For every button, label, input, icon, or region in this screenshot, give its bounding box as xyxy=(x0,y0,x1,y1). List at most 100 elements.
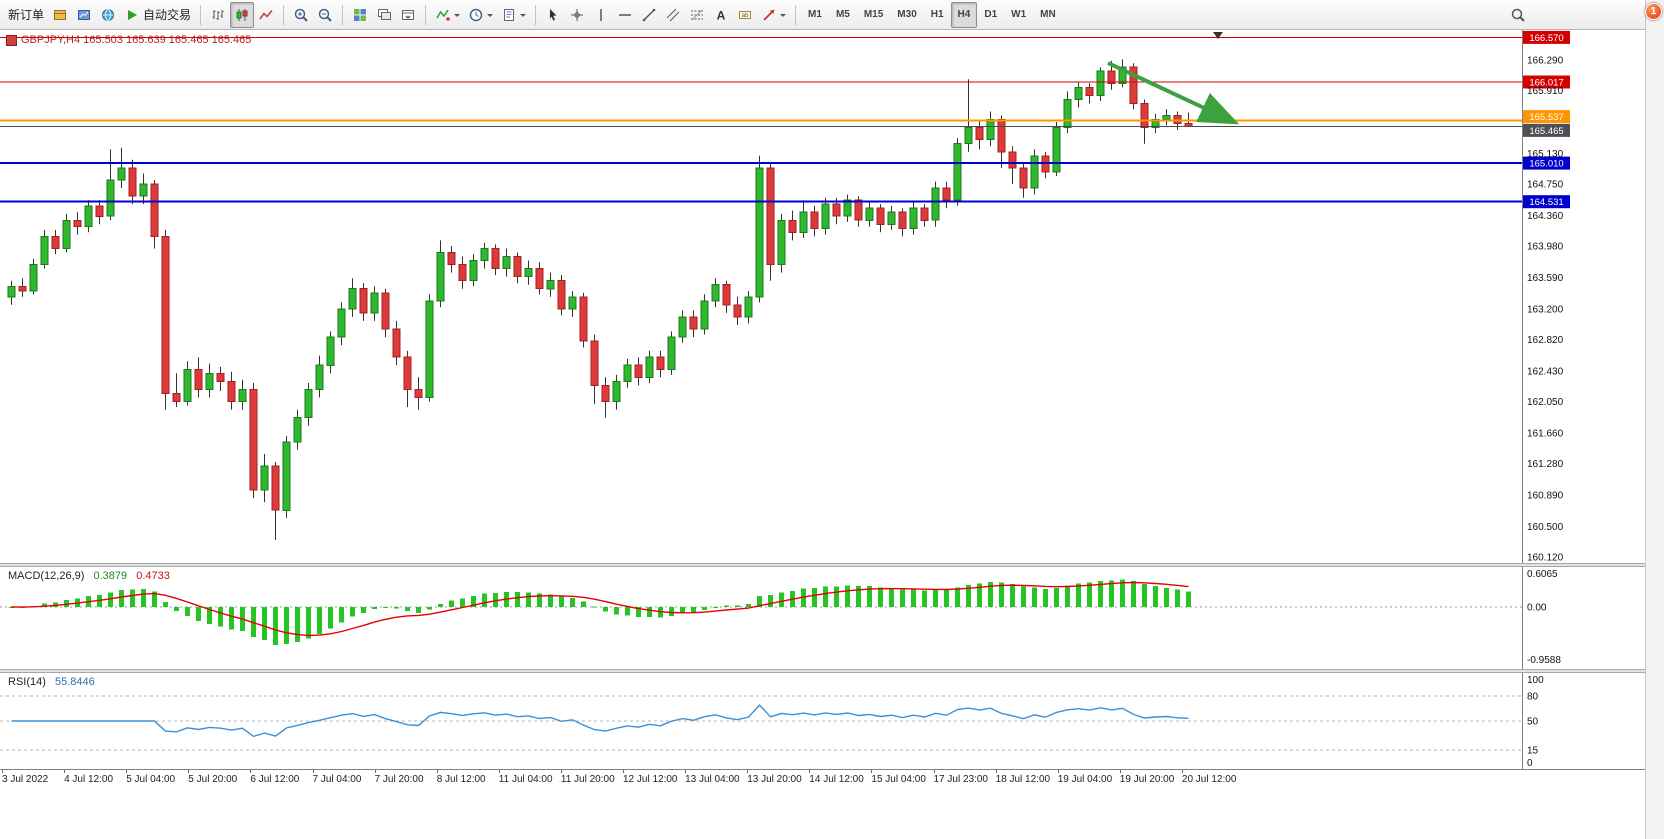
zoom-in-button[interactable] xyxy=(289,2,313,28)
macd-histogram-bar xyxy=(1065,585,1070,607)
channel-button[interactable] xyxy=(661,2,685,28)
tile-windows-button[interactable] xyxy=(348,2,372,28)
tile-windows-icon xyxy=(354,8,367,21)
price-axis-label: 165.130 xyxy=(1527,149,1564,160)
notification-badge[interactable]: 1 xyxy=(1645,3,1662,20)
price-axis-label: 160.120 xyxy=(1527,553,1564,564)
text-label-button[interactable]: ab xyxy=(733,2,757,28)
macd-histogram-bar xyxy=(999,582,1004,607)
shapes-button[interactable] xyxy=(757,2,790,28)
chart-window-button[interactable] xyxy=(48,2,72,28)
candle-body xyxy=(414,388,423,398)
macd-histogram-bar xyxy=(515,592,520,607)
candle-body xyxy=(1162,115,1171,120)
timeframe-m5[interactable]: M5 xyxy=(829,2,857,28)
trendline-button[interactable] xyxy=(637,2,661,28)
macd-panel[interactable]: 0.6065 0.00 -0.9588 xyxy=(0,567,1646,669)
price-axis-label: 163.980 xyxy=(1527,242,1564,253)
timeframe-mn[interactable]: MN xyxy=(1033,2,1063,28)
macd-histogram-bar xyxy=(185,607,190,617)
time-axis-label: 12 Jul 12:00 xyxy=(623,770,678,785)
crosshair-icon xyxy=(571,8,584,21)
candlestick-chart-button[interactable] xyxy=(230,1,255,28)
timeframe-m30[interactable]: M30 xyxy=(890,2,923,28)
macd-histogram-bar xyxy=(526,592,531,607)
price-tag xyxy=(1523,110,1570,124)
price-axis-label: 162.820 xyxy=(1527,335,1564,346)
cursor-button[interactable] xyxy=(541,2,565,28)
candle-body xyxy=(194,368,203,390)
candle-body xyxy=(865,207,874,221)
line-chart-button[interactable] xyxy=(254,2,278,28)
timeframe-m5-label: M5 xyxy=(835,9,850,20)
horizontal-line-button[interactable] xyxy=(613,2,637,28)
vertical-line-icon xyxy=(600,8,602,21)
macd-histogram-bar xyxy=(108,592,113,607)
zoom-out-button[interactable] xyxy=(313,2,337,28)
panel-splitter-macd[interactable] xyxy=(0,563,1646,567)
timeframe-d1[interactable]: D1 xyxy=(977,2,1004,28)
trend-arrow[interactable] xyxy=(1107,61,1240,125)
chart-shift-marker[interactable] xyxy=(1213,32,1223,39)
time-axis[interactable]: 3 Jul 2022 4 Jul 12:00 5 Jul 04:00 5 Jul 20… xyxy=(0,769,1646,792)
macd-histogram-bar xyxy=(273,607,278,645)
candle-body xyxy=(227,380,236,402)
crosshair-button[interactable] xyxy=(565,2,589,28)
vertical-line-button[interactable] xyxy=(589,2,613,28)
indicators-button[interactable] xyxy=(431,2,464,28)
right-strip[interactable] xyxy=(1645,0,1664,839)
search-button[interactable] xyxy=(1506,2,1530,28)
macd-histogram-bar xyxy=(669,607,674,616)
timeframe-h4[interactable]: H4 xyxy=(950,1,978,28)
macd-histogram-bar xyxy=(394,607,399,609)
price-axis-label: 164.360 xyxy=(1527,211,1564,222)
indicators-icon xyxy=(436,9,451,21)
macd-histogram-bar xyxy=(471,595,476,607)
macd-histogram-bar xyxy=(823,586,828,607)
text-button[interactable]: A xyxy=(709,2,733,28)
price-tag xyxy=(1523,75,1570,89)
rsi-panel[interactable]: 100 80 50 150 xyxy=(0,673,1646,769)
macd-histogram-bar xyxy=(1076,583,1081,607)
channel-icon xyxy=(666,8,680,21)
bar-chart-button[interactable] xyxy=(206,2,230,28)
candle-body xyxy=(524,268,533,278)
timeframe-h1[interactable]: H1 xyxy=(924,2,951,28)
panel-splitter-rsi[interactable] xyxy=(0,669,1646,673)
macd-histogram-bar xyxy=(163,602,168,607)
candle-body xyxy=(326,336,335,366)
fibonacci-button[interactable] xyxy=(685,2,709,28)
timeframe-m1[interactable]: M1 xyxy=(801,2,829,28)
new-order-button[interactable]: 新订单 xyxy=(4,2,48,28)
cascade-windows-icon xyxy=(378,8,392,20)
main-price-chart[interactable]: 166.570 166.017 165.537 165.465 165.010 164.5… xyxy=(0,30,1646,563)
periods-button[interactable] xyxy=(464,2,497,28)
time-axis-label: 17 Jul 23:00 xyxy=(933,770,988,785)
time-axis-label: 18 Jul 12:00 xyxy=(995,770,1051,785)
toolbar-separator xyxy=(200,4,202,25)
macd-histogram-bar xyxy=(64,599,69,607)
price-tag-label: 166.017 xyxy=(1529,78,1563,89)
macd-histogram-bar xyxy=(196,607,201,622)
auto-trading-button[interactable]: 自动交易 xyxy=(120,2,195,28)
macd-histogram-bar xyxy=(614,607,619,615)
metaeditor-button[interactable] xyxy=(96,2,120,28)
cascade-windows-button[interactable] xyxy=(372,2,396,28)
macd-histogram-bar xyxy=(42,603,47,607)
candle-body xyxy=(1019,167,1028,189)
candle-body xyxy=(843,199,852,217)
candle-body xyxy=(117,167,126,181)
macd-histogram-bar xyxy=(757,596,762,607)
candle-body xyxy=(40,235,49,266)
timeframe-m15[interactable]: M15 xyxy=(857,2,890,28)
timeframe-w1[interactable]: W1 xyxy=(1004,2,1033,28)
strategy-tester-button[interactable] xyxy=(72,2,96,28)
candle-body xyxy=(810,211,819,229)
arrange-windows-button[interactable] xyxy=(396,2,420,28)
templates-button[interactable] xyxy=(497,2,530,28)
candle-body xyxy=(1030,155,1039,189)
macd-histogram-bar xyxy=(119,589,124,607)
macd-histogram-bar xyxy=(603,607,608,612)
macd-histogram-bar xyxy=(1032,587,1037,607)
time-axis-label: 5 Jul 04:00 xyxy=(126,770,176,785)
